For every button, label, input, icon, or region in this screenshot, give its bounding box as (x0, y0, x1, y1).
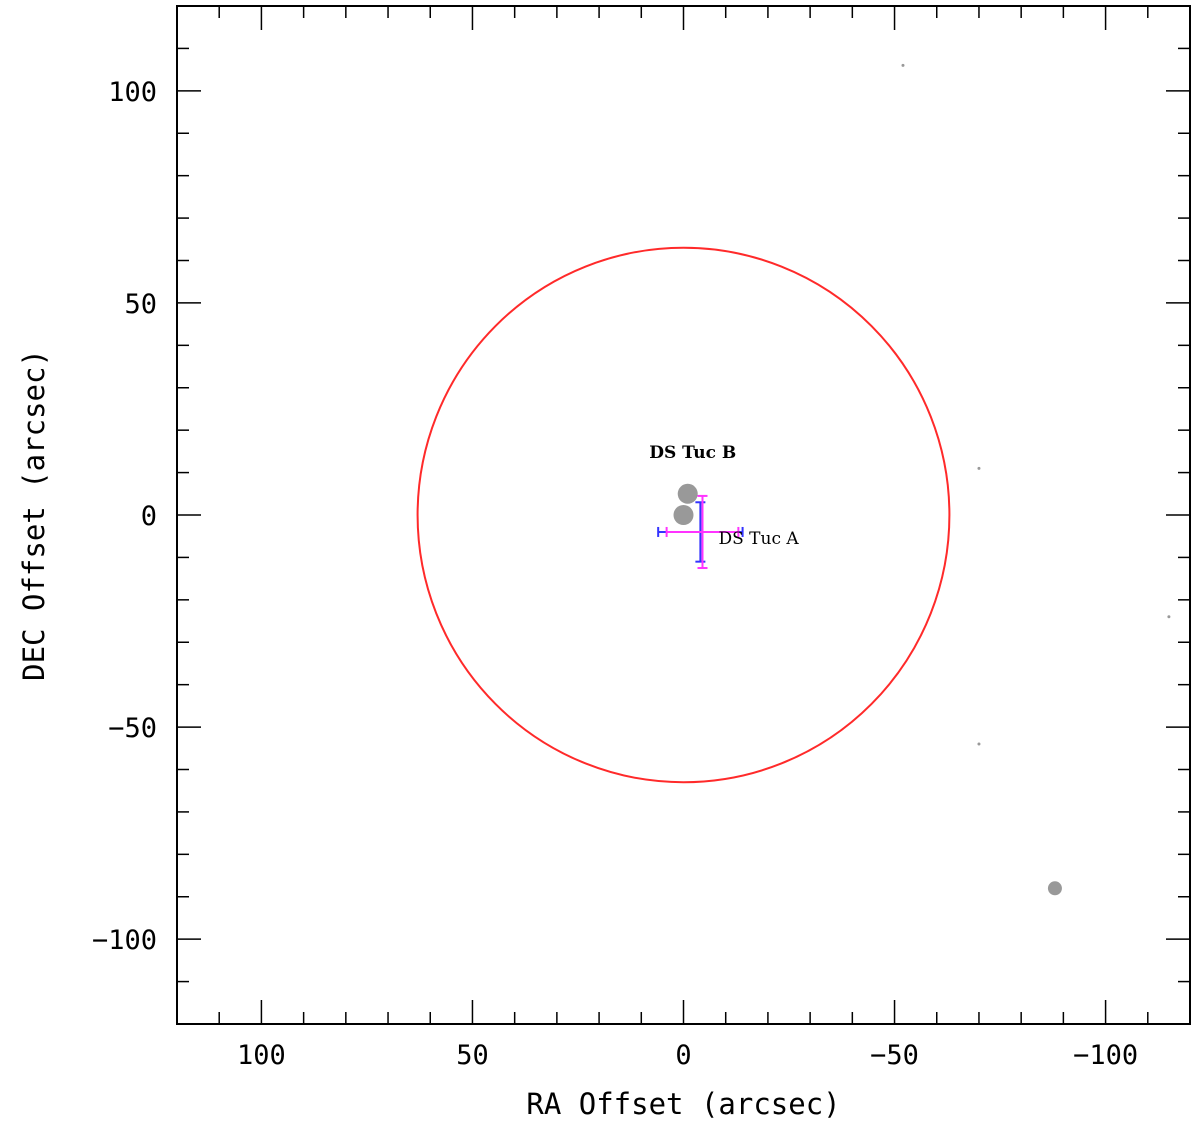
field-circle (416, 246, 951, 784)
x-tick-label: 0 (675, 1040, 691, 1071)
tick-labels: DS Tuc B DS Tuc A 100 50 0 −50 −100 100 50 0 −50 −1… (92, 77, 1138, 1071)
star-point (1167, 615, 1171, 619)
y-tick-label: 0 (141, 501, 157, 532)
star-point (901, 63, 905, 67)
y-tick-label: −50 (108, 713, 157, 744)
x-tick-label: −100 (1073, 1040, 1138, 1071)
x-axis-label: RA Offset (arcsec) (526, 1087, 840, 1121)
y-tick-label: −100 (92, 925, 157, 956)
axis-ticks (177, 6, 1190, 1024)
star-point (673, 505, 694, 525)
star-point (977, 466, 981, 470)
plot-frame (176, 5, 1191, 1025)
y-axis-label: DEC Offset (arcsec) (17, 349, 51, 681)
error-cross (665, 494, 740, 570)
x-tick-label: −50 (870, 1040, 919, 1071)
star-label: DS Tuc B (649, 443, 736, 463)
star-point (677, 483, 698, 504)
x-tick-label: 100 (237, 1040, 286, 1071)
y-tick-label: 50 (124, 289, 157, 320)
plot-marks (416, 63, 1171, 896)
x-tick-label: 50 (456, 1040, 489, 1071)
star-point (977, 742, 981, 746)
star-point (1047, 881, 1062, 896)
star-label: DS Tuc A (719, 529, 800, 549)
y-tick-label: 100 (108, 77, 157, 108)
